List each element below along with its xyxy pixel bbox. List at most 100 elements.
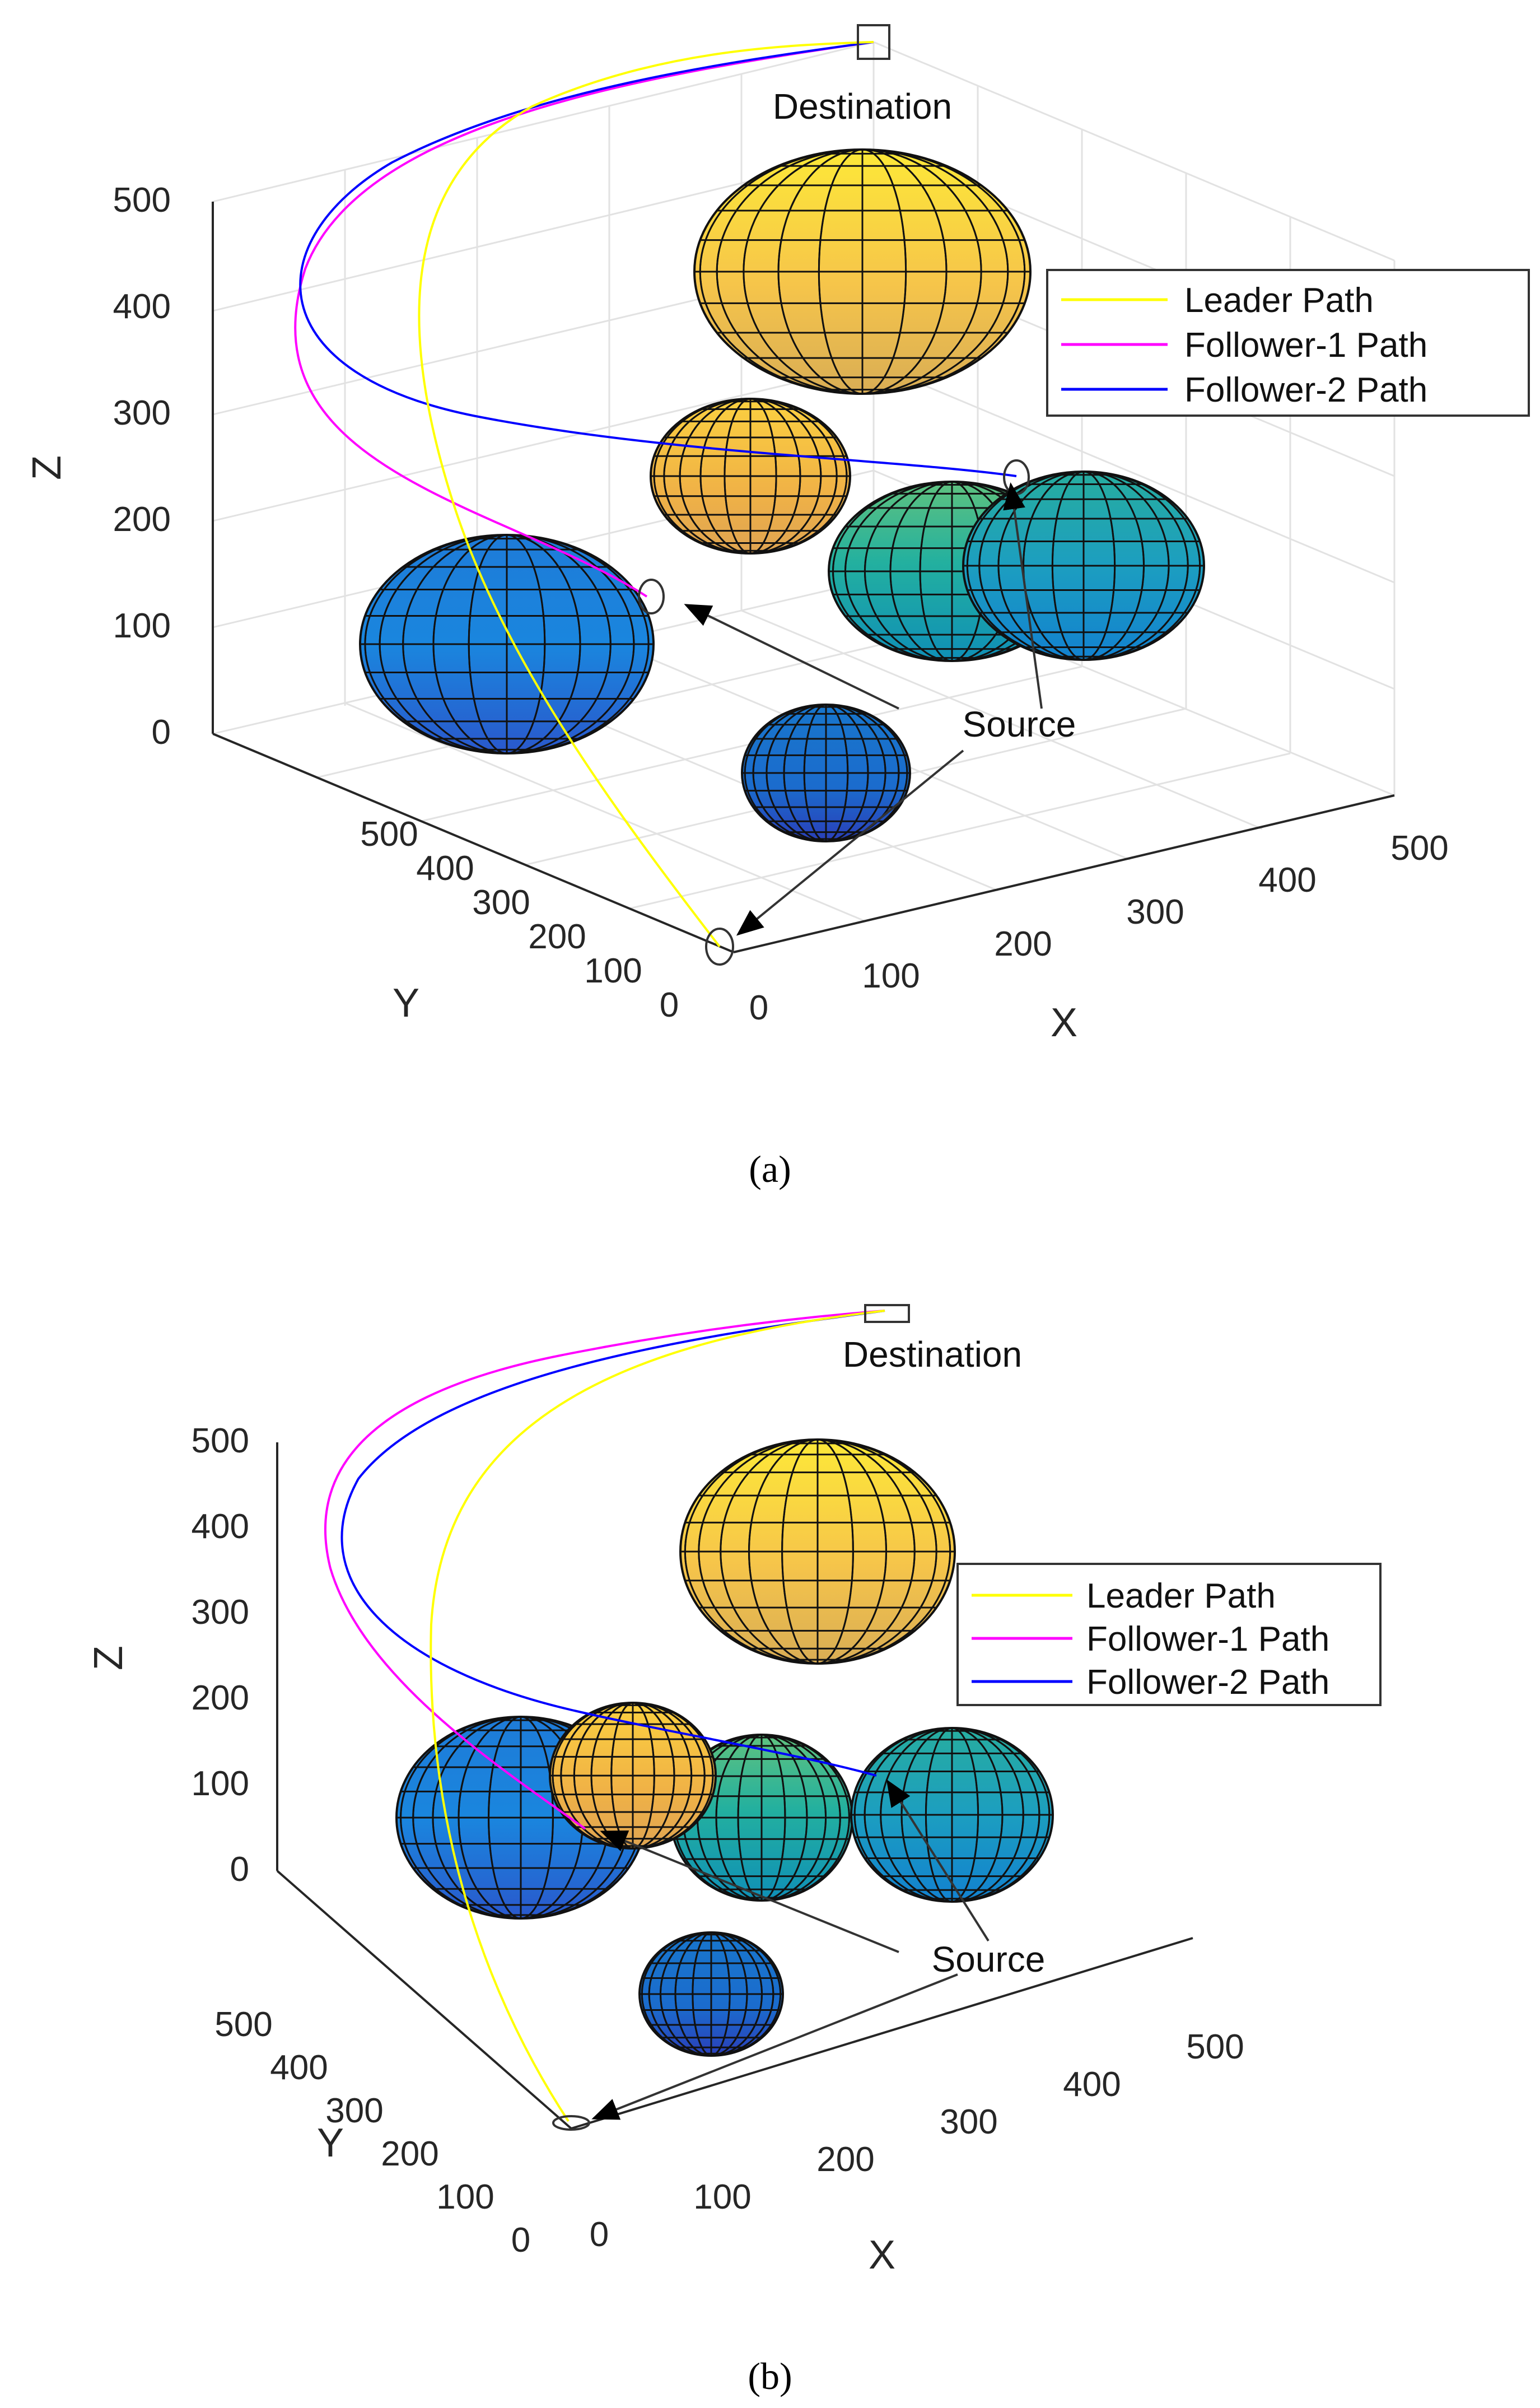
x-tick-label-b: 500 (1186, 2028, 1244, 2066)
legend-label-follower-2-a: Follower-2 Path (1184, 371, 1427, 409)
y-tick-label-b: 100 (436, 2178, 494, 2216)
legend-label-leader-a: Leader Path (1184, 281, 1374, 320)
obstacle-sphere-a4 (650, 398, 851, 555)
obstacle-sphere-b1 (679, 1438, 956, 1665)
z-tick-label-a: 300 (113, 394, 171, 432)
legend-label-follower-1-b: Follower-1 Path (1086, 1620, 1329, 1659)
source-arrow-a-3 (736, 749, 964, 936)
caption-b: (b) (748, 2355, 792, 2397)
x-tick-label-b: 200 (816, 2140, 874, 2179)
panel-a: 0100200300400500010020030040050001002003… (25, 24, 1530, 1190)
y-tick-label-a: 400 (416, 849, 474, 888)
z-tick-label-b: 0 (230, 1850, 249, 1889)
x-axis-label-a: X (1051, 1000, 1077, 1045)
source-marker-leader-a (705, 928, 734, 966)
x-axis-line-b (571, 1937, 1193, 2130)
leader-path-b (430, 1310, 885, 2122)
obstacle-sphere-b6 (638, 1931, 784, 2057)
y-tick-label-b: 200 (381, 2135, 438, 2173)
z-tick-label-b: 300 (192, 1593, 249, 1632)
destination-label-a: Destination (773, 86, 952, 127)
obstacle-sphere-a5 (741, 704, 911, 842)
sphere-mesh-line (641, 1931, 782, 2057)
obstacle-sphere-b5 (549, 1702, 717, 1850)
z-tick-label-a: 100 (113, 607, 171, 645)
sphere-mesh-line (653, 398, 848, 555)
obstacle-sphere-b4 (850, 1727, 1054, 1903)
y-axis-label-b: Y (317, 2121, 344, 2165)
destination-marker-b (864, 1304, 910, 1323)
z-tick-label-b: 500 (192, 1422, 249, 1460)
follower-2-path-a (299, 41, 1017, 477)
legend-label-follower-1-a: Follower-1 Path (1184, 326, 1427, 365)
sphere-mesh-line (364, 534, 650, 754)
destination-label-b: Destination (843, 1334, 1022, 1375)
z-tick-label-a: 0 (152, 713, 171, 752)
x-tick-label-a: 100 (862, 957, 920, 995)
z-tick-label-b: 400 (192, 1507, 249, 1546)
x-tick-label-b: 400 (1063, 2065, 1121, 2104)
z-tick-label-b: 100 (192, 1764, 249, 1803)
y-tick-label-a: 0 (660, 986, 679, 1024)
y-axis-line-a (212, 733, 734, 953)
x-axis-label-b: X (869, 2233, 895, 2277)
destination-marker-a (857, 24, 890, 60)
x-tick-label-a: 300 (1126, 893, 1184, 931)
y-axis-line-b (276, 1870, 572, 2130)
sphere-mesh-line (699, 148, 1026, 395)
obstacle-sphere-a3 (962, 471, 1205, 661)
sphere-mesh-line (966, 471, 1201, 661)
axes-a (212, 202, 1395, 953)
source-arrow-b-2 (886, 1779, 990, 1942)
z-tick-label-a: 200 (113, 500, 171, 539)
panel-b: 0 100 200 300 400 500 0 100 200 300 400 500 0 100 200 3… (86, 1304, 1382, 2397)
y-tick-label-a: 500 (360, 815, 418, 854)
source-marker-follower-1-a (638, 579, 665, 614)
y-tick-label-a: 100 (584, 952, 642, 990)
x-tick-label-b: 0 (590, 2215, 609, 2254)
axes-b (276, 1442, 1193, 2130)
source-label-b: Source (932, 1939, 1046, 1980)
source-marker-leader-b (552, 2115, 590, 2131)
y-tick-label-b: 300 (325, 2092, 383, 2130)
source-arrow-a-2 (1003, 482, 1043, 709)
y-tick-label-b: 0 (511, 2221, 530, 2260)
follower-2-path-b (340, 1310, 885, 1777)
z-tick-label-a: 500 (113, 181, 171, 220)
follower-1-path-a (294, 41, 874, 598)
sphere-mesh-line (853, 1727, 1051, 1903)
x-tick-label-b: 100 (693, 2178, 751, 2216)
source-arrow-b-3 (591, 1973, 958, 2120)
source-arrow-a-1 (684, 604, 899, 710)
caption-a: (a) (749, 1148, 791, 1190)
x-tick-label-a: 400 (1258, 861, 1316, 900)
source-label-a: Source (963, 704, 1076, 744)
z-axis-label-b: Z (86, 1646, 131, 1670)
obstacle-sphere-a6 (359, 534, 655, 754)
z-tick-label-b: 200 (192, 1679, 249, 1717)
leader-path-a (418, 41, 874, 948)
x-tick-label-a: 0 (749, 989, 768, 1027)
y-tick-label-b: 400 (270, 2048, 328, 2087)
follower-1-path-b (324, 1310, 885, 1830)
legend-b: Leader Path Follower-1 Path Follower-2 P… (956, 1563, 1382, 1706)
legend-label-leader-b: Leader Path (1086, 1577, 1276, 1615)
tick-labels-b: 0 100 200 300 400 500 0 100 200 300 400 500 0 100 200 3… (192, 1422, 1244, 2260)
tick-labels-a: 0100200300400500010020030040050001002003… (113, 181, 1449, 1027)
z-axis-label-a: Z (25, 455, 69, 480)
legend-a: Leader Path Follower-1 Path Follower-2 P… (1046, 269, 1530, 417)
z-tick-label-a: 400 (113, 287, 171, 326)
x-tick-label-a: 500 (1390, 829, 1448, 868)
obstacle-sphere-a1 (693, 148, 1032, 395)
x-tick-label-a: 200 (994, 925, 1052, 963)
legend-label-follower-2-b: Follower-2 Path (1086, 1663, 1329, 1702)
y-tick-label-a: 200 (528, 917, 586, 956)
sphere-mesh-line (552, 1702, 714, 1850)
y-axis-label-a: Y (393, 981, 419, 1026)
sphere-mesh-line (684, 1438, 951, 1665)
sphere-mesh-line (744, 704, 908, 842)
x-tick-label-b: 300 (940, 2103, 997, 2141)
y-tick-label-a: 300 (472, 883, 530, 922)
y-tick-label-b: 500 (214, 2005, 272, 2044)
